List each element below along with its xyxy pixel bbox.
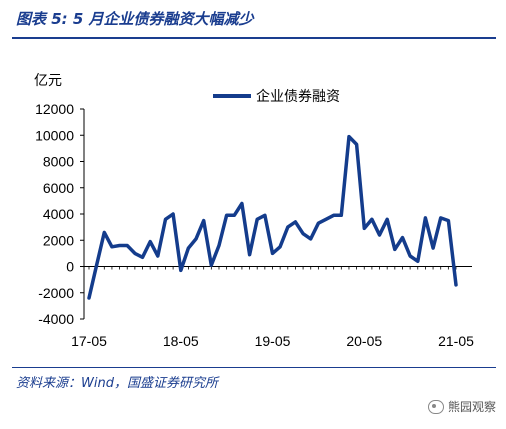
data-point [332, 214, 335, 217]
figure-title: 图表 5: 5 月企业债券融资大幅减少 [16, 10, 254, 28]
data-point [233, 214, 236, 217]
data-point [416, 260, 419, 263]
y-axis-label: 亿元 [34, 72, 62, 88]
data-point [187, 246, 190, 250]
title-rule [12, 37, 496, 39]
data-point [370, 218, 374, 221]
data-point [447, 219, 450, 222]
data-point [179, 269, 182, 272]
data-point [385, 218, 389, 221]
data-point [408, 254, 412, 258]
data-point [263, 214, 267, 217]
data-point [133, 252, 137, 255]
data-point [324, 218, 328, 221]
data-point [225, 214, 228, 217]
data-point [110, 245, 114, 249]
source-note: 资料来源：Wind，国盛证券研究所 [16, 376, 218, 391]
x-tick-label: 21-05 [438, 333, 474, 349]
y-tick-label: 12000 [35, 101, 74, 117]
data-point [294, 220, 297, 224]
y-tick-label: 10000 [35, 127, 74, 143]
data-point [317, 221, 320, 225]
x-tick-label: 19-05 [255, 333, 291, 349]
y-tick-label: -2000 [38, 285, 74, 301]
data-point [148, 240, 152, 243]
line-chart: -4000 -2000 0 2000 4000 6000 8000 10000 12000 亿元 1… [34, 72, 474, 349]
data-point [309, 237, 312, 241]
data-point [424, 216, 427, 220]
data-point [378, 233, 381, 237]
watermark-text: 熊园观察 [447, 400, 496, 414]
y-tick-label: 8000 [43, 154, 74, 170]
data-point [95, 263, 98, 267]
y-tick-label: 2000 [43, 232, 74, 248]
data-point [271, 252, 274, 255]
data-point [103, 231, 106, 234]
y-tick-label: 6000 [43, 180, 74, 196]
x-tick-label: 17-05 [71, 333, 107, 349]
data-point [278, 245, 282, 249]
data-point [164, 218, 167, 221]
data-point [141, 256, 144, 259]
data-point [202, 219, 205, 222]
x-tick-label: 20-05 [346, 333, 382, 349]
data-point [431, 246, 435, 250]
data-point [194, 237, 198, 241]
data-point [118, 244, 121, 247]
data-point [156, 254, 160, 258]
data-point [240, 202, 244, 205]
watermark: 熊园观察 [427, 398, 496, 415]
data-point [171, 212, 175, 216]
data-point [126, 244, 129, 247]
y-tick-label: 4000 [43, 206, 74, 222]
data-point [87, 296, 91, 300]
data-point [256, 218, 259, 221]
data-point [210, 263, 213, 267]
wechat-icon [427, 399, 444, 414]
data-point [347, 135, 351, 138]
data-point [401, 236, 404, 239]
series-line [87, 134, 458, 300]
data-point [393, 248, 397, 251]
data-point [355, 143, 358, 146]
x-tick-label: 18-05 [163, 333, 199, 349]
data-point [301, 232, 305, 235]
source-rule [12, 367, 496, 368]
y-tick-label: 0 [66, 259, 74, 275]
data-point [340, 214, 343, 217]
data-point [248, 253, 251, 256]
data-point [363, 227, 366, 230]
data-point [286, 225, 289, 229]
data-point [217, 244, 221, 247]
legend-label: 企业债券融资 [256, 88, 340, 104]
data-point [439, 216, 442, 220]
y-tick-label: -4000 [38, 311, 74, 327]
data-point [454, 283, 458, 287]
